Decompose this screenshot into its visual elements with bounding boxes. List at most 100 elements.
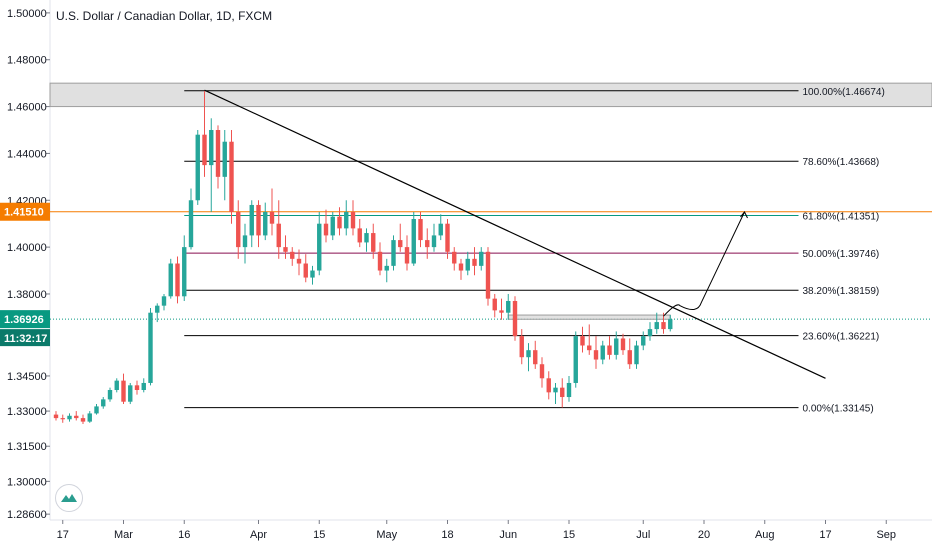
- x-tick-label: 20: [698, 529, 710, 541]
- current-price-badge: [0, 310, 50, 329]
- fib-level-label: 0.00%(1.33145): [803, 404, 874, 415]
- candle-body: [296, 258, 302, 264]
- fib-level-label: 100.00%(1.46674): [803, 87, 885, 98]
- candle-body: [485, 251, 491, 299]
- candle-body: [627, 350, 632, 365]
- candle-body: [67, 415, 72, 420]
- candle-body: [195, 134, 200, 201]
- candle-body: [215, 130, 221, 177]
- candle-body: [411, 219, 416, 264]
- candle-body: [458, 263, 464, 271]
- x-tick-label: Jun: [499, 529, 517, 541]
- candle-body: [438, 223, 443, 236]
- candle-body: [269, 211, 275, 224]
- candle-body: [398, 240, 403, 248]
- candle-body: [222, 141, 227, 177]
- price-axis-background: [0, 0, 50, 520]
- candle-body: [580, 336, 585, 346]
- x-tick-label: May: [376, 529, 397, 541]
- candle-body: [600, 345, 605, 360]
- candle-body: [276, 223, 281, 248]
- fib-level-label: 61.80%(1.41351): [803, 211, 880, 222]
- projection-path: [663, 211, 745, 317]
- candle-body: [634, 345, 639, 365]
- candle-body: [526, 350, 531, 358]
- horizontal-level-badge: [0, 202, 50, 221]
- candle-body: [364, 233, 369, 243]
- candle-body: [134, 385, 140, 390]
- candle-body: [560, 387, 565, 398]
- candle-body: [614, 338, 619, 355]
- candle-body: [425, 240, 430, 248]
- candle-body: [573, 336, 578, 383]
- candle-body: [344, 211, 349, 229]
- candle-body: [80, 418, 86, 422]
- candle-body: [128, 385, 133, 402]
- y-tick-label: 1.28600: [7, 509, 47, 521]
- resistance-zone: [49, 82, 932, 108]
- candle-body: [607, 345, 612, 355]
- candle-body: [384, 265, 389, 271]
- y-tick-label: 1.34500: [7, 371, 47, 383]
- candle-body: [587, 345, 592, 351]
- candle-body: [114, 380, 119, 390]
- fib-level-label: 78.60%(1.43668): [803, 157, 880, 168]
- x-tick-label: 17: [57, 529, 69, 541]
- candle-body: [53, 414, 59, 419]
- candle-body: [479, 251, 484, 266]
- candle-body: [647, 329, 653, 337]
- candle-body: [87, 413, 92, 422]
- candle-body: [593, 350, 599, 360]
- current-price-value: 1.36926: [4, 314, 44, 326]
- candle-body: [121, 380, 126, 402]
- candle-body: [188, 200, 194, 248]
- candle-body: [566, 382, 572, 398]
- candle-body: [553, 387, 558, 393]
- x-tick-label: Jul: [636, 529, 650, 541]
- candle-body: [74, 415, 79, 419]
- projection-arrowhead: [740, 211, 748, 219]
- y-tick-label: 1.30000: [7, 476, 47, 488]
- y-tick-label: 1.50000: [7, 8, 47, 20]
- candle-body: [512, 300, 518, 337]
- candle-body: [310, 270, 315, 278]
- candle-body: [371, 233, 376, 252]
- candle-body: [492, 298, 497, 311]
- candle-body: [546, 378, 551, 393]
- candle-body: [283, 247, 288, 252]
- y-tick-label: 1.31500: [7, 441, 47, 453]
- fib-level-label: 23.60%(1.36221): [803, 332, 880, 343]
- x-tick-label: Mar: [114, 529, 133, 541]
- candle-body: [256, 204, 261, 236]
- candle-body: [350, 211, 356, 229]
- candle-body: [472, 258, 477, 266]
- x-tick-label: 15: [313, 529, 325, 541]
- candle-body: [290, 251, 295, 259]
- candle-body: [168, 263, 173, 297]
- candle-body: [377, 251, 383, 271]
- y-tick-label: 1.33000: [7, 406, 47, 418]
- y-tick-label: 1.44000: [7, 148, 47, 160]
- candle-body: [357, 228, 362, 243]
- y-tick-label: 1.38000: [7, 289, 47, 301]
- candle-body: [236, 211, 241, 248]
- candle-body: [148, 312, 153, 383]
- y-tick-label: 1.40000: [7, 242, 47, 254]
- x-tick-label: 18: [441, 529, 453, 541]
- candle-body: [141, 382, 146, 390]
- candle-body: [229, 141, 234, 212]
- x-tick-label: Apr: [250, 529, 267, 541]
- trendline: [204, 89, 826, 379]
- candle-body: [60, 418, 65, 420]
- candle-body: [107, 390, 113, 400]
- candle-body: [445, 223, 450, 252]
- countdown-timer: 11:32:17: [4, 333, 47, 345]
- candle-body: [641, 336, 646, 346]
- candle-body: [101, 399, 106, 407]
- fib-level-label: 50.00%(1.39746): [803, 249, 880, 260]
- candle-body: [668, 319, 673, 330]
- tradingview-logo-icon[interactable]: [55, 484, 83, 512]
- x-tick-label: Sep: [876, 529, 896, 541]
